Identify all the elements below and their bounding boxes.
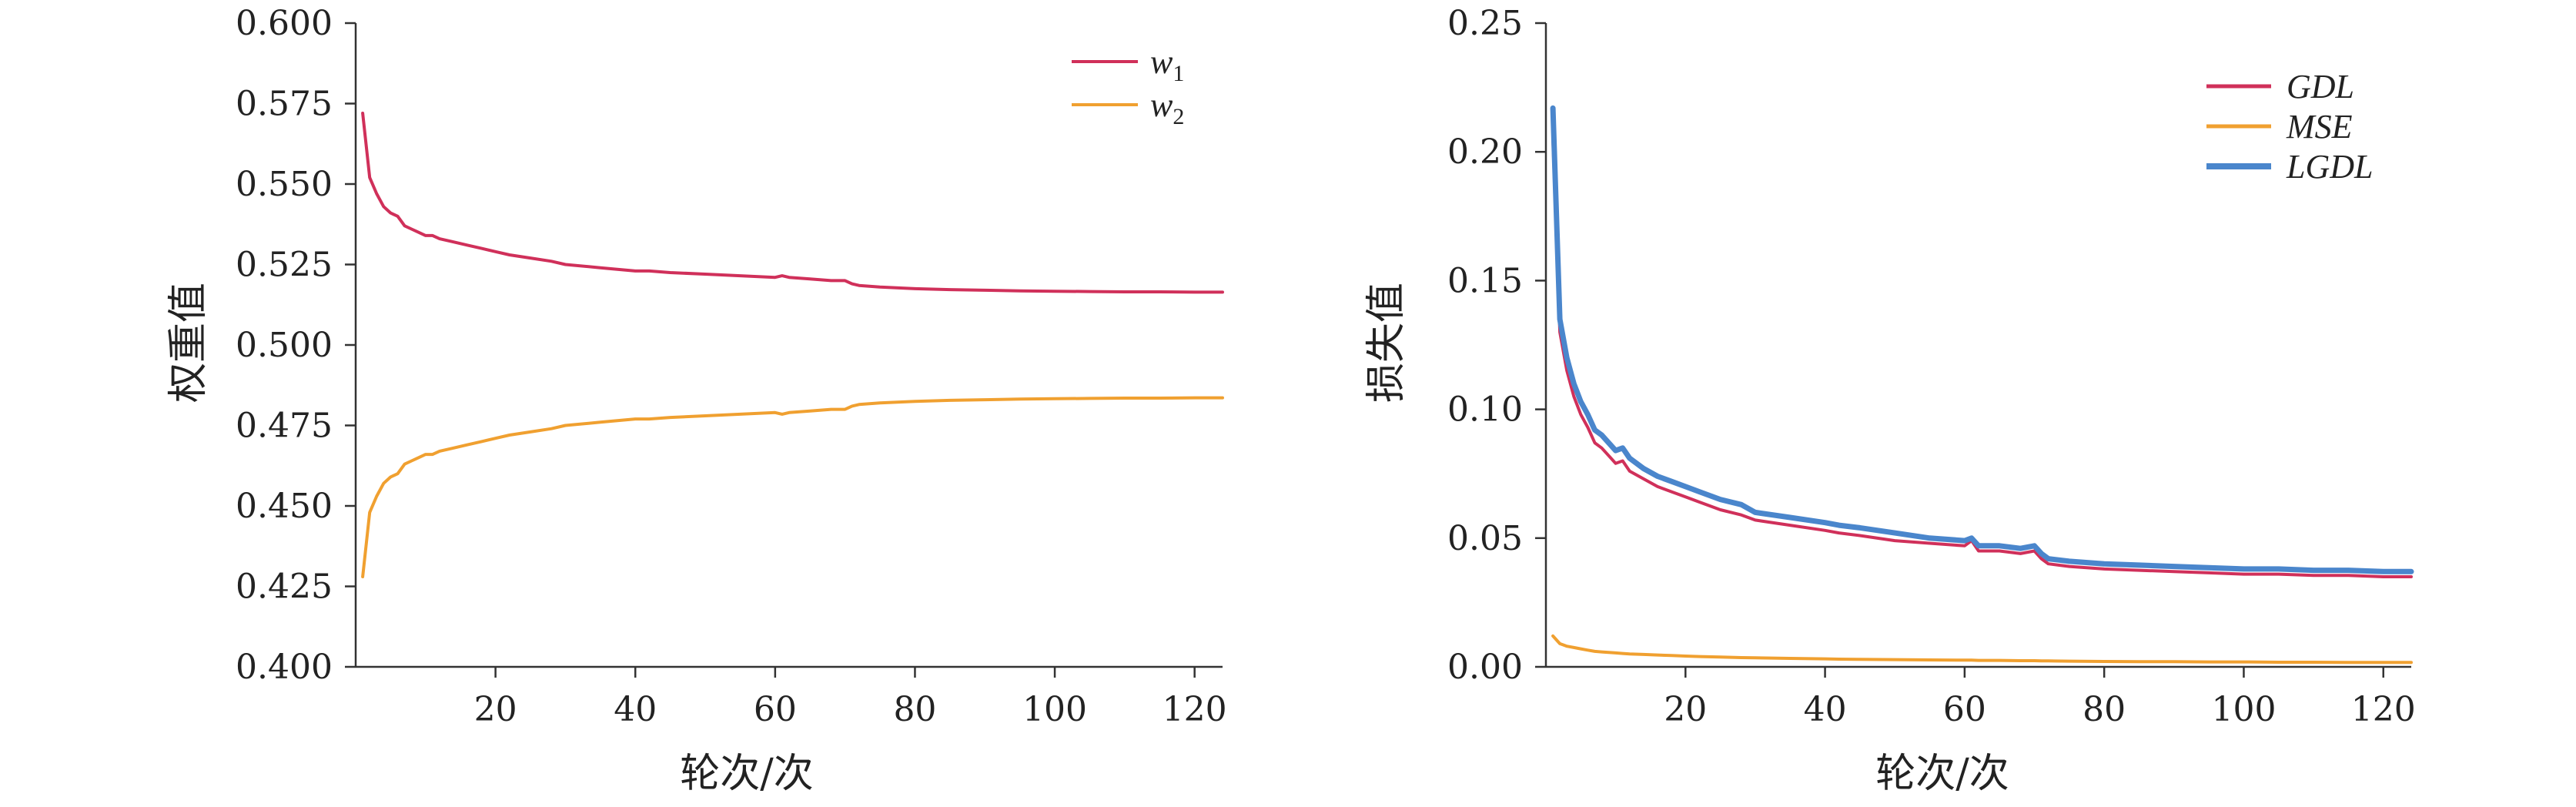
series-line-mse (1551, 634, 2413, 665)
y-tick-label: 0.600 (236, 4, 333, 43)
y-tick-label: 0.20 (1447, 132, 1523, 172)
legend-label-main: w (1150, 86, 1173, 124)
y-tick-label: 0.10 (1447, 390, 1523, 430)
series-line-w1 (361, 112, 1224, 294)
y-tick-label: 0.500 (236, 326, 333, 365)
legend-label-w1: w1 (1150, 43, 1184, 86)
x-tick-label: 80 (2083, 690, 2126, 729)
y-tick-label: 0.475 (236, 407, 333, 446)
legend-label-mse: MSE (2286, 108, 2353, 146)
x-axis-title-loss: 轮次/次 (1875, 751, 2009, 797)
legend-label-subscript: 2 (1173, 104, 1184, 129)
x-tick-label: 120 (2351, 690, 2416, 729)
y-tick-label: 0.05 (1447, 519, 1523, 558)
chart-loss: 损失值 轮次/次 0.00 0.05 0.10 0.15 0.20 0.25 20 40 60 8… (1363, 4, 2416, 797)
x-tick-label: 60 (754, 690, 797, 729)
series-line-lgdl (1550, 105, 2414, 574)
legend-label-w2: w2 (1150, 86, 1184, 129)
y-tick-label: 0.425 (236, 568, 333, 607)
chart-weights: 权重值 轮次/次 0.400 0.425 0.450 0.475 0.500 0.525 0… (166, 4, 1227, 797)
x-tick-label: 40 (614, 690, 657, 729)
y-tick-label: 0.450 (236, 487, 333, 526)
legend-label-lgdl: LGDL (2286, 148, 2374, 186)
legend-label-gdl: GDL (2287, 68, 2354, 105)
x-tick-label: 120 (1163, 690, 1227, 729)
x-tick-label: 100 (2211, 690, 2276, 729)
series-line-gdl (1551, 137, 2413, 578)
x-tick-label: 20 (474, 690, 517, 729)
y-tick-label: 0.400 (236, 648, 333, 687)
y-axis-title-weights: 权重值 (166, 283, 212, 403)
x-tick-label: 80 (893, 690, 936, 729)
y-tick-label: 0.575 (236, 85, 333, 124)
legend-label-subscript: 1 (1173, 61, 1184, 86)
x-tick-label: 40 (1804, 690, 1847, 729)
y-tick-label: 0.25 (1447, 4, 1523, 43)
y-tick-label: 0.525 (236, 246, 333, 285)
legend-label-main: w (1150, 43, 1173, 81)
y-axis-title-loss: 损失值 (1363, 283, 1410, 403)
y-tick-label: 0.15 (1447, 261, 1523, 300)
x-axis-title-weights: 轮次/次 (680, 751, 814, 797)
y-tick-label: 0.550 (236, 165, 333, 204)
y-tick-label: 0.00 (1447, 648, 1523, 687)
x-tick-label: 100 (1022, 690, 1087, 729)
x-tick-label: 60 (1943, 690, 1986, 729)
series-line-w2 (361, 396, 1224, 578)
x-tick-label: 20 (1664, 690, 1707, 729)
